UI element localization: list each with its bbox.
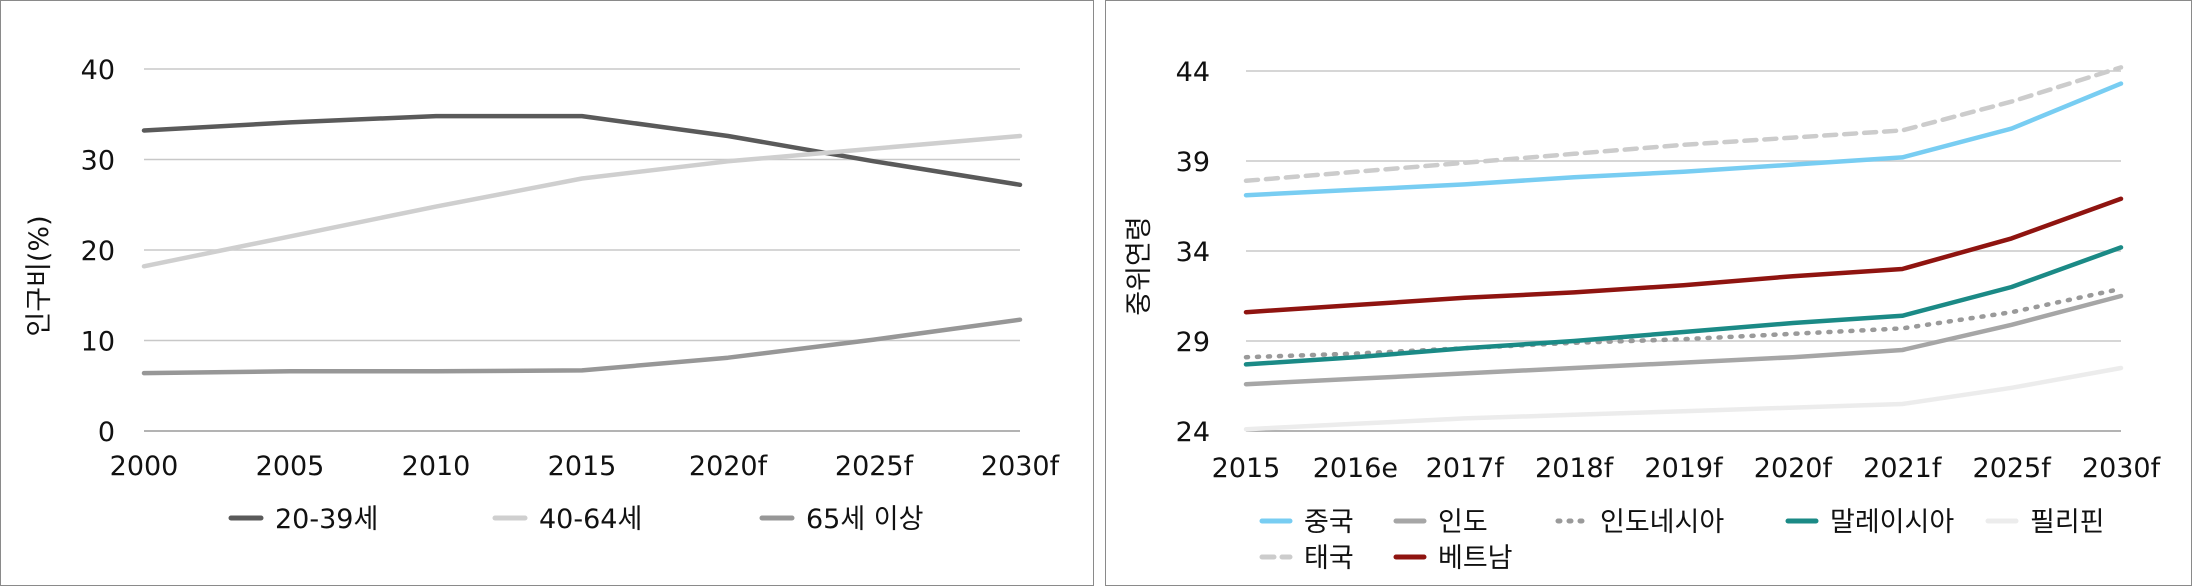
series-line-말레이시아: [1243, 245, 2124, 367]
legend-item-20-39세: 20-39세: [228, 504, 378, 535]
legend: 20-39세 40-64세 65세 이상: [228, 504, 923, 535]
x-tick-label: 2019f: [1644, 453, 1724, 484]
legend-item-태국: 태국: [1259, 543, 1354, 574]
legend-label: 65세 이상: [806, 504, 923, 535]
y-tick-label: 39: [1176, 147, 1210, 178]
series-line-인도: [1243, 293, 2124, 387]
legend-label: 중국: [1304, 507, 1354, 538]
legend-label: 말레이시아: [1830, 507, 1954, 538]
x-tick-label: 2020f: [1754, 453, 1834, 484]
series-line-태국: [1243, 65, 2124, 184]
x-tick-labels: 2000 2005 2010 2015 2020f 2025f 2030f: [110, 451, 1061, 482]
y-tick-label: 10: [81, 327, 115, 358]
legend-item-말레이시아: 말레이시아: [1785, 507, 1954, 538]
x-tick-label: 2010: [402, 451, 471, 482]
y-axis-title: 인구비(%): [24, 215, 55, 336]
x-tick-label: 2021f: [1863, 453, 1943, 484]
x-tick-label: 2018f: [1535, 453, 1615, 484]
y-tick-label: 29: [1176, 327, 1210, 358]
x-tick-label: 2030f: [2082, 453, 2162, 484]
series-line-65세-이상: [141, 317, 1023, 376]
y-tick-label: 44: [1176, 57, 1210, 88]
legend-label: 베트남: [1438, 543, 1513, 574]
x-tick-label: 2025f: [1973, 453, 2053, 484]
x-tick-label: 2015: [1212, 453, 1281, 484]
legend-item-65세-이상: 65세 이상: [759, 504, 923, 535]
chart-panel-population-ratio: 0 10 20 30 40 2000 2005 2010 2015 2020f 2025f 2030…: [0, 0, 1094, 586]
legend-item-40-64세: 40-64세: [492, 504, 642, 535]
x-tick-label: 2030f: [981, 451, 1061, 482]
series-line-베트남: [1243, 196, 2124, 315]
y-tick-label: 30: [81, 146, 115, 177]
legend-item-중국: 중국: [1259, 507, 1354, 538]
legend-label: 인도네시아: [1600, 507, 1724, 538]
series-line-40-64세: [141, 133, 1023, 269]
y-tick-label: 20: [81, 236, 115, 267]
x-tick-label: 2020f: [689, 451, 769, 482]
series-lines: [1243, 65, 2124, 432]
y-tick-label: 34: [1176, 237, 1210, 268]
legend-label: 태국: [1304, 543, 1354, 574]
x-tick-label: 2017f: [1426, 453, 1506, 484]
series-lines: [141, 113, 1023, 376]
y-tick-label: 40: [81, 55, 115, 86]
y-tick-label: 24: [1176, 417, 1210, 448]
population-ratio-chart: 0 10 20 30 40 2000 2005 2010 2015 2020f 2025f 2030…: [24, 55, 1061, 535]
legend-item-베트남: 베트남: [1393, 543, 1513, 574]
legend-item-필리핀: 필리핀: [1985, 507, 2105, 538]
median-age-chart: 24 29 34 39 44 2015 2016e 2017f 2018f 2019f 2020f…: [1124, 57, 2162, 574]
legend-item-인도네시아: 인도네시아: [1555, 507, 1724, 538]
series-line-필리핀: [1243, 365, 2124, 432]
grid: [1246, 70, 2121, 432]
legend-label: 40-64세: [539, 504, 642, 535]
x-tick-label: 2005: [256, 451, 325, 482]
legend-label: 인도: [1438, 507, 1488, 538]
y-tick-label: 0: [98, 417, 115, 448]
x-tick-label: 2016e: [1313, 453, 1398, 484]
x-tick-label: 2015: [548, 451, 617, 482]
x-tick-label: 2025f: [835, 451, 915, 482]
y-axis-title: 중위연령: [1124, 216, 1155, 315]
legend-item-인도: 인도: [1393, 507, 1488, 538]
legend-label: 필리핀: [2030, 507, 2105, 538]
series-line-20-39세: [141, 113, 1023, 188]
chart-panel-median-age: 24 29 34 39 44 2015 2016e 2017f 2018f 2019f 2020f…: [1105, 0, 2192, 586]
legend-label: 20-39세: [275, 504, 378, 535]
series-line-중국: [1243, 81, 2124, 198]
x-tick-labels: 2015 2016e 2017f 2018f 2019f 2020f 2021f 2025f 2…: [1212, 453, 2162, 484]
y-tick-labels: 24 29 34 39 44: [1176, 57, 1210, 448]
series-line-인도네시아: [1243, 286, 2124, 360]
x-tick-label: 2000: [110, 451, 179, 482]
y-tick-labels: 0 10 20 30 40: [81, 55, 115, 448]
